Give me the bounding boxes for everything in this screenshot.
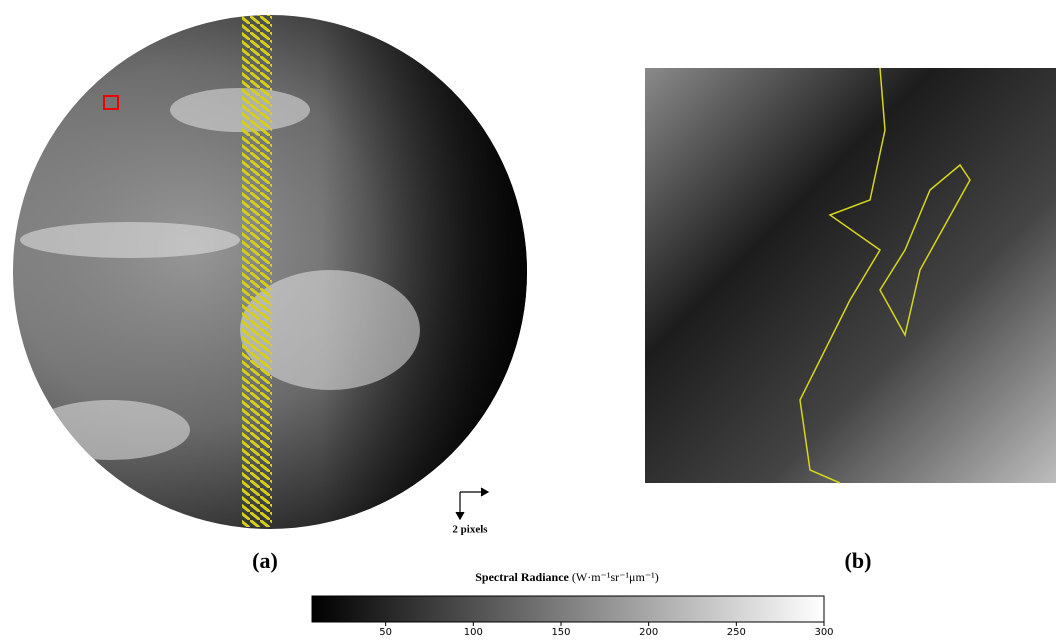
tick-label: 200 xyxy=(639,627,658,637)
tick-label: 100 xyxy=(464,627,483,637)
colorbar xyxy=(312,596,824,622)
scale-arrows xyxy=(456,488,488,519)
colorbar-title: Spectral Radiance (W·m⁻¹sr⁻¹μm⁻¹) xyxy=(475,570,659,584)
colorbar-title-text: Spectral Radiance xyxy=(475,570,569,584)
panel-label: (a) xyxy=(252,548,278,573)
tick-label: 250 xyxy=(727,627,746,637)
panel-label: (b) xyxy=(845,548,872,573)
tick-label: 300 xyxy=(814,627,833,637)
panel-a-image xyxy=(13,15,527,529)
scale-label: 2 pixels xyxy=(452,524,488,536)
tick-label: 50 xyxy=(379,627,392,637)
figure: 2 pixels (a) (b) Spectral Radiance (W·m⁻… xyxy=(0,0,1056,637)
colorbar-unit: (W·m⁻¹sr⁻¹μm⁻¹) xyxy=(572,570,659,584)
panel-b-image xyxy=(645,68,1056,483)
tick-label: 150 xyxy=(551,627,570,637)
